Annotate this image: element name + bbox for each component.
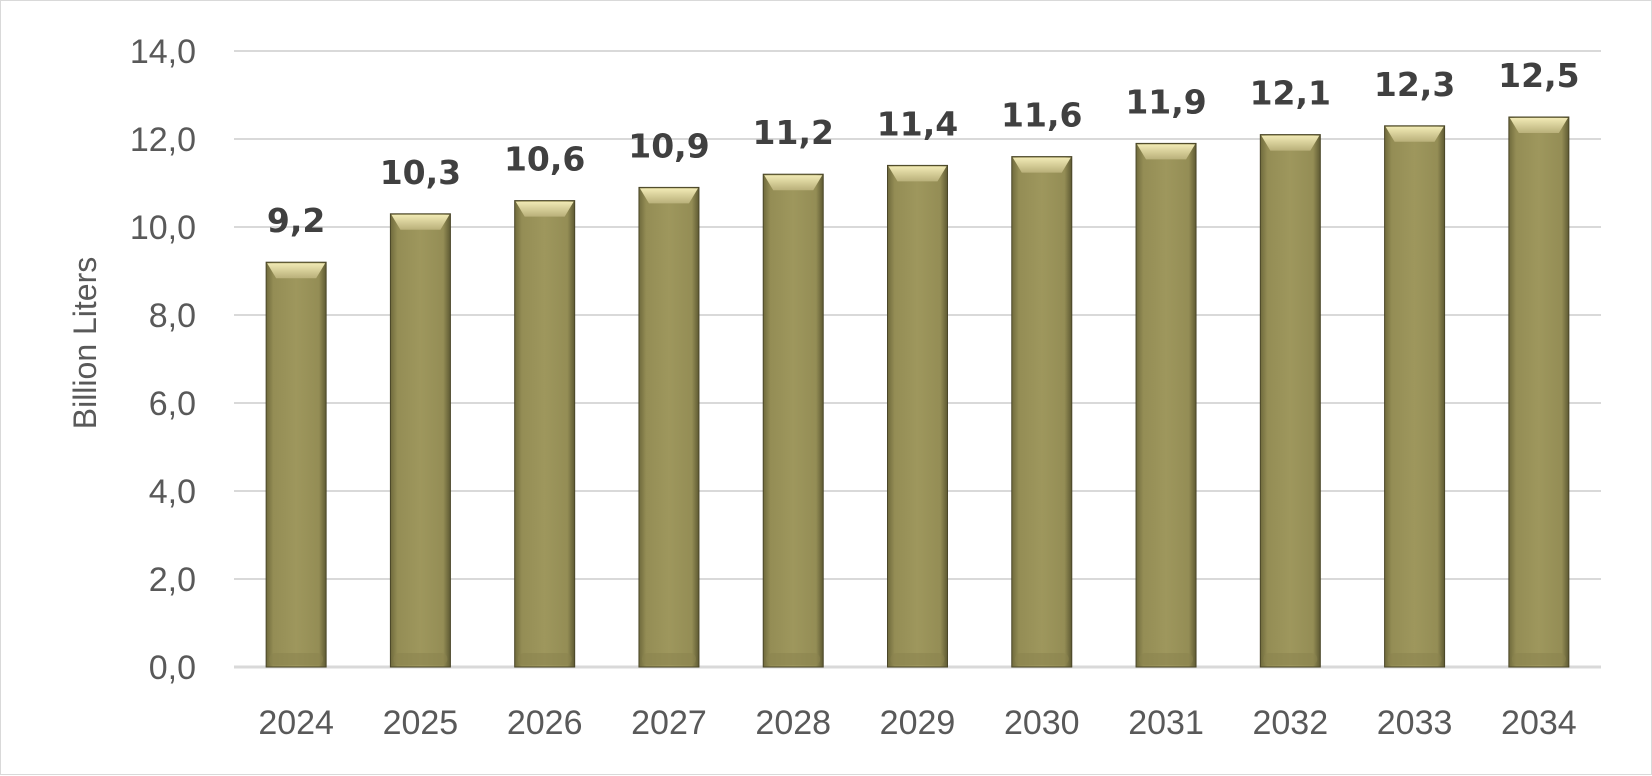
data-label: 10,6 — [504, 140, 585, 179]
bar-highlight — [1509, 118, 1568, 133]
bar-body — [389, 213, 451, 668]
bar — [1011, 156, 1073, 668]
bar-base-shade — [1139, 653, 1194, 665]
x-tick-label: 2026 — [507, 704, 583, 742]
data-label: 12,1 — [1250, 74, 1331, 113]
bar — [389, 213, 451, 668]
bar — [265, 261, 327, 668]
data-label: 11,9 — [1125, 82, 1206, 121]
bar-body — [1011, 156, 1073, 668]
bar-body — [887, 164, 948, 668]
y-tick-label: 14,0 — [130, 33, 196, 71]
y-tick-label: 8,0 — [149, 297, 196, 335]
x-tick-label: 2031 — [1128, 704, 1204, 742]
bar-base-shade — [1263, 653, 1318, 665]
x-tick-label: 2030 — [1004, 704, 1080, 742]
bar-highlight — [764, 175, 823, 191]
x-tick-label: 2029 — [880, 704, 956, 742]
data-label: 10,3 — [380, 153, 461, 192]
bar-body — [514, 200, 576, 668]
bar — [1384, 125, 1446, 668]
bar-base-shade — [269, 653, 324, 665]
bar-highlight — [1137, 144, 1196, 160]
y-tick-label: 4,0 — [149, 473, 196, 511]
bar — [1259, 134, 1321, 668]
y-axis-title: Billion Liters — [67, 257, 103, 430]
bar — [1508, 116, 1570, 668]
bars — [265, 116, 1570, 668]
x-axis-tick-labels: 2024 2025 2026 2027 2028 2029 2030 2031 2032 2033… — [258, 704, 1576, 742]
data-label: 11,2 — [753, 113, 834, 152]
bar-body — [1508, 116, 1570, 668]
y-tick-label: 2,0 — [149, 561, 196, 599]
bar-body — [638, 186, 700, 668]
bar-body — [265, 261, 327, 668]
bar — [1135, 142, 1197, 668]
bar-highlight — [267, 263, 326, 279]
x-tick-label: 2034 — [1501, 704, 1577, 742]
bar-highlight — [1012, 157, 1071, 173]
bar-body — [1259, 134, 1321, 668]
data-label: 10,9 — [628, 126, 709, 165]
y-axis-tick-labels: 0,0 2,0 4,0 6,0 8,0 10,0 12,0 14,0 — [130, 33, 196, 687]
bar-highlight — [1261, 135, 1320, 151]
x-tick-label: 2032 — [1252, 704, 1328, 742]
bar-base-shade — [517, 653, 572, 665]
y-tick-label: 12,0 — [130, 121, 196, 159]
bar-base-shade — [393, 653, 448, 665]
bar-highlight — [515, 201, 574, 217]
bar-highlight — [888, 166, 947, 182]
y-tick-label: 6,0 — [149, 385, 196, 423]
bar — [514, 200, 576, 668]
bar-base-shade — [1387, 653, 1442, 665]
data-label: 11,6 — [1001, 96, 1082, 135]
bar-base-shade — [1014, 653, 1069, 665]
bar-body — [1135, 142, 1197, 668]
data-label: 9,2 — [267, 201, 325, 240]
bar-highlight — [391, 214, 450, 230]
x-tick-label: 2024 — [258, 704, 334, 742]
bar-highlight — [1385, 126, 1444, 142]
bar-highlight — [639, 188, 698, 204]
bar — [762, 173, 824, 668]
data-labels: 9,2 10,3 10,6 10,9 11,2 11,4 11,6 11,9 12,1 12,3 1… — [267, 56, 1580, 240]
bar-body — [1384, 125, 1446, 668]
bar — [887, 164, 948, 668]
bar-base-shade — [766, 653, 821, 665]
bar-base-shade — [890, 653, 945, 665]
bar-base-shade — [1511, 653, 1566, 665]
data-label: 12,3 — [1374, 65, 1455, 104]
data-label: 11,4 — [877, 104, 958, 143]
x-tick-label: 2028 — [755, 704, 831, 742]
bar-base-shade — [641, 653, 696, 665]
y-tick-label: 0,0 — [149, 649, 196, 687]
x-tick-label: 2033 — [1377, 704, 1453, 742]
bar-body — [762, 173, 824, 668]
data-label: 12,5 — [1498, 56, 1579, 95]
y-tick-label: 10,0 — [130, 209, 196, 247]
x-tick-label: 2027 — [631, 704, 707, 742]
bar — [638, 186, 700, 668]
x-tick-label: 2025 — [383, 704, 459, 742]
